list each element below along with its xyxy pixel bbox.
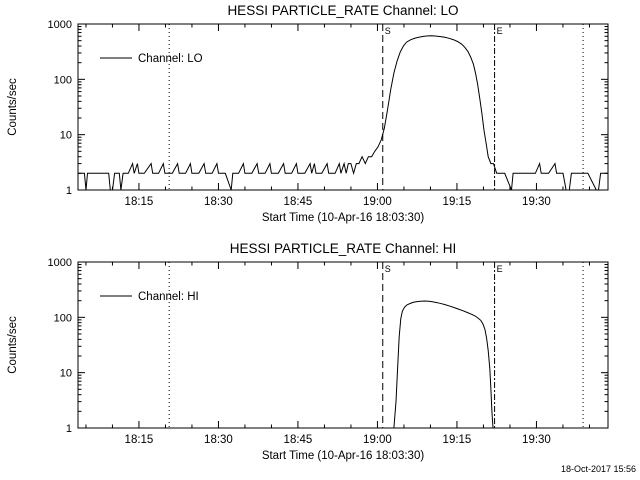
creation-timestamp: 18-Oct-2017 15:56 (560, 464, 636, 474)
flag-label-e: E (497, 26, 503, 36)
legend-label: Channel: LO (138, 53, 203, 65)
legend-label: Channel: HI (138, 291, 199, 303)
x-tick-label: 18:15 (125, 196, 154, 208)
y-tick-label: 10 (60, 368, 72, 380)
x-tick-label: 19:00 (363, 196, 392, 208)
y-tick-label: 10 (60, 130, 72, 142)
x-tick-label: 18:45 (284, 196, 313, 208)
y-tick-label: 1000 (48, 257, 72, 269)
x-tick-label: 19:15 (443, 434, 472, 446)
y-axis-label: Counts/sec (7, 78, 19, 136)
x-tick-label: 19:30 (522, 434, 551, 446)
y-tick-label: 100 (54, 74, 72, 86)
x-tick-label: 19:00 (363, 434, 392, 446)
x-tick-label: 18:15 (125, 434, 154, 446)
plot-title: HESSI PARTICLE_RATE Channel: HI (230, 241, 457, 256)
flag-label-s: S (385, 26, 391, 36)
x-tick-label: 18:45 (284, 434, 313, 446)
plot-title: HESSI PARTICLE_RATE Channel: LO (227, 3, 458, 18)
panel-hi: HESSI PARTICLE_RATE Channel: HI 1 10 100 100… (7, 241, 609, 462)
flag-label-s: S (385, 264, 391, 274)
y-tick-label: 1 (66, 423, 72, 435)
plot-frame (77, 261, 609, 429)
series-line-lo (78, 35, 608, 191)
y-tick-label: 100 (54, 312, 72, 324)
y-tick-label: 1 (66, 185, 72, 197)
x-tick-label: 18:30 (204, 434, 233, 446)
plot-frame (77, 23, 609, 191)
x-axis-label: Start Time (10-Apr-16 18:03:30) (262, 212, 425, 224)
x-tick-label: 19:15 (443, 196, 472, 208)
y-axis-label: Counts/sec (7, 316, 19, 374)
y-tick-label: 1000 (48, 19, 72, 31)
x-tick-label: 19:30 (522, 196, 551, 208)
flag-label-e: E (497, 264, 503, 274)
x-tick-label: 18:30 (204, 196, 233, 208)
panel-lo: HESSI PARTICLE_RATE Channel: LO 1 10 100 100… (7, 3, 609, 224)
x-axis-label: Start Time (10-Apr-16 18:03:30) (262, 450, 425, 462)
series-line-hi (78, 300, 608, 429)
